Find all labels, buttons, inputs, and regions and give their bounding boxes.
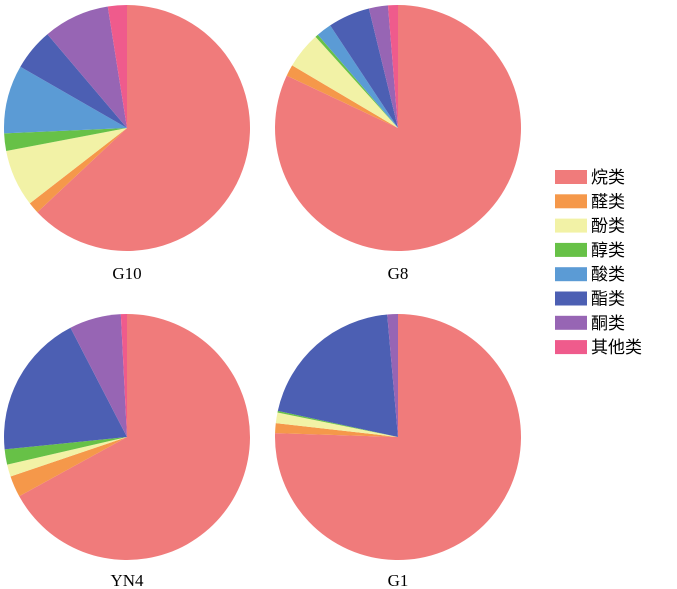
slice-G10-酚类: [6, 128, 127, 204]
legend-swatch: [555, 340, 587, 355]
slice-G10-酸类: [4, 66, 128, 134]
slice-G8-醇类: [315, 34, 398, 128]
slice-G1-醛类: [275, 423, 398, 437]
slice-G10-酮类: [47, 6, 127, 128]
legend-item: 酯类: [555, 290, 625, 310]
legend-label: 酸类: [591, 265, 625, 285]
legend-label: 醛类: [591, 192, 625, 212]
pie-label-YN4: YN4: [110, 571, 144, 589]
pie-G10: G10: [4, 4, 251, 283]
legend-swatch: [555, 194, 587, 209]
slice-G8-酮类: [368, 5, 398, 128]
slice-YN4-酯类: [3, 327, 128, 450]
legend-swatch: [555, 291, 587, 306]
legend-item: 酚类: [555, 217, 625, 237]
slice-YN4-醛类: [10, 437, 127, 497]
slice-G8-酚类: [292, 36, 398, 128]
legend-item: 醛类: [555, 192, 625, 212]
slice-G10-醛类: [29, 128, 128, 213]
legend-label: 酚类: [591, 217, 625, 237]
legend-item: 醇类: [555, 241, 625, 261]
slice-G1-醇类: [277, 410, 398, 437]
legend-label: 酯类: [591, 290, 625, 310]
legend-label: 酮类: [591, 314, 625, 334]
legend-swatch: [555, 267, 587, 282]
legend-swatch: [555, 242, 587, 257]
slice-G10-酯类: [20, 34, 128, 128]
slice-G1-烷类: [274, 314, 521, 560]
slice-G10-醇类: [4, 128, 127, 152]
pies-group: G10 G8 YN4 G1: [3, 4, 522, 589]
slice-G1-酯类: [277, 314, 398, 437]
legend-item: 其他类: [555, 338, 642, 358]
slice-YN4-其他类: [120, 314, 127, 437]
pie-YN4: YN4: [3, 314, 250, 589]
slice-G8-酯类: [330, 8, 398, 129]
legend-swatch: [555, 315, 587, 330]
slice-G8-醛类: [286, 65, 398, 128]
slice-YN4-酚类: [7, 437, 128, 477]
pie-G1: G1: [274, 314, 521, 589]
legend-swatch: [555, 218, 587, 233]
legend-item: 烷类: [555, 168, 625, 188]
slice-YN4-烷类: [19, 314, 250, 560]
pie-label-G10: G10: [112, 264, 141, 283]
slice-G8-其他类: [387, 4, 398, 128]
pie-label-G1: G1: [388, 571, 409, 589]
legend-item: 酸类: [555, 265, 625, 285]
slice-G10-其他类: [107, 4, 127, 128]
pie-G8: G8: [275, 4, 522, 283]
legend-label: 烷类: [591, 168, 625, 188]
slice-G10-烷类: [37, 5, 251, 251]
slice-G1-酚类: [275, 412, 398, 437]
legend-swatch: [555, 170, 587, 184]
slice-G1-酮类: [387, 314, 398, 437]
slice-G8-酸类: [317, 25, 398, 128]
slice-G8-烷类: [275, 5, 522, 251]
slice-YN4-酮类: [70, 314, 127, 437]
pie-label-G8: G8: [388, 264, 409, 283]
legend-item: 酮类: [555, 314, 625, 334]
slice-YN4-醇类: [4, 437, 127, 465]
legend-label: 醇类: [591, 241, 625, 261]
legend-label: 其他类: [591, 338, 642, 358]
